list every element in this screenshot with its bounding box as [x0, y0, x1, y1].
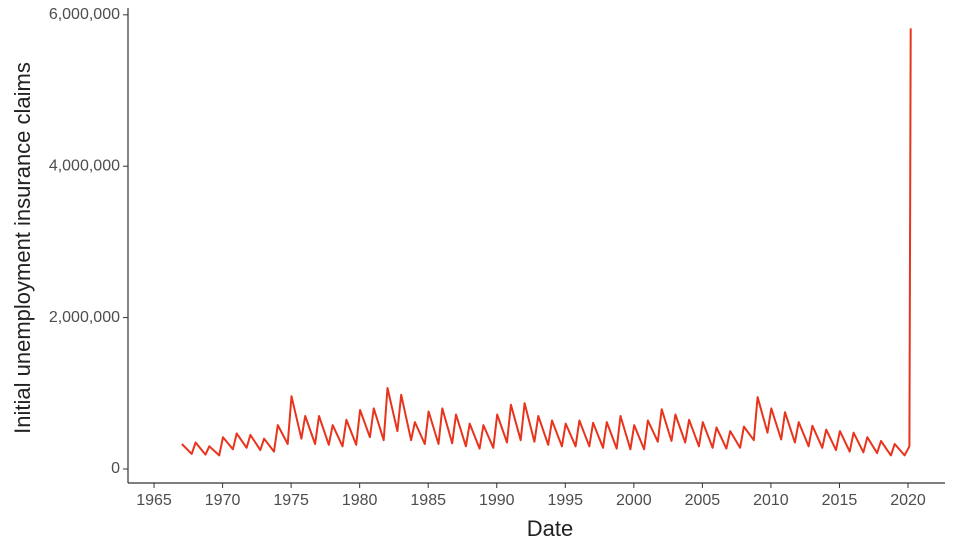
y-tick-label: 4,000,000 [49, 157, 120, 174]
x-tick-label: 1980 [342, 492, 378, 509]
y-tick-label: 2,000,000 [49, 309, 120, 326]
data-line [181, 28, 912, 457]
x-tick-label: 1975 [273, 492, 309, 509]
x-tick-label: 2010 [753, 492, 789, 509]
y-tick-label: 6,000,000 [49, 6, 120, 23]
x-tick-label: 1985 [410, 492, 446, 509]
x-tick-label: 1990 [479, 492, 515, 509]
x-tick-label: 1970 [205, 492, 241, 509]
x-tick-label: 2000 [616, 492, 652, 509]
x-tick-label: 1965 [136, 492, 172, 509]
y-tick-label: 0 [111, 460, 120, 477]
x-tick-label: 1995 [547, 492, 583, 509]
x-tick-label: 2020 [890, 492, 926, 509]
y-axis-title: Initial unemployment insurance claims [10, 62, 35, 434]
x-tick-label: 2005 [685, 492, 721, 509]
x-axis-title: Date [527, 516, 573, 541]
x-tick-label: 2015 [822, 492, 858, 509]
